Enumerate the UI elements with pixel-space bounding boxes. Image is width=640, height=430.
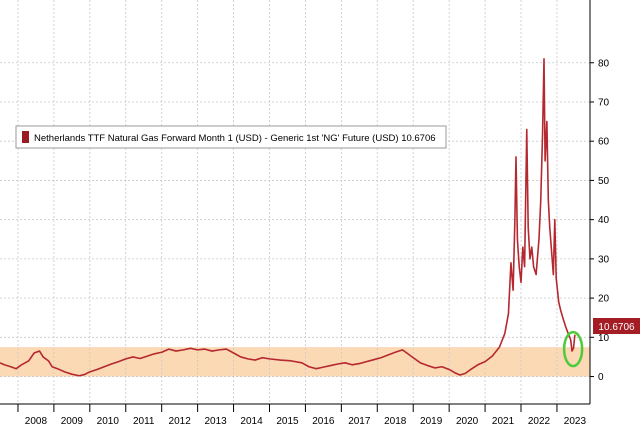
highlight-layer bbox=[562, 330, 584, 368]
y-tick-label: 20 bbox=[598, 294, 610, 305]
x-tick-label: 2019 bbox=[420, 416, 443, 427]
x-tick-label: 2016 bbox=[312, 416, 335, 427]
last-value-label-group: 10.6706 bbox=[593, 318, 640, 334]
x-tick-label: 2020 bbox=[456, 416, 479, 427]
y-tick-label: 70 bbox=[598, 97, 610, 108]
x-tick-label: 2021 bbox=[492, 416, 515, 427]
x-tick-label: 2011 bbox=[133, 416, 155, 427]
x-tick-label: 2008 bbox=[25, 416, 48, 427]
legend-box bbox=[15, 125, 447, 149]
x-tick-label: 2009 bbox=[61, 416, 84, 427]
y-tick-label: 0 bbox=[598, 372, 604, 383]
x-tick-label: 2010 bbox=[97, 416, 120, 427]
x-tick-label: 2022 bbox=[528, 416, 551, 427]
x-tick-label: 2017 bbox=[348, 416, 371, 427]
series-layer bbox=[0, 58, 576, 377]
x-tick-label: 2013 bbox=[204, 416, 227, 427]
y-tick-label: 40 bbox=[598, 215, 610, 226]
x-tick-label: 2023 bbox=[564, 416, 587, 427]
x-tick-label: 2012 bbox=[169, 416, 192, 427]
y-tick-label: 10 bbox=[598, 333, 610, 344]
legend-label: Netherlands TTF Natural Gas Forward Mont… bbox=[34, 133, 436, 144]
x-tick-label: 2014 bbox=[240, 416, 263, 427]
last-value-label-bg bbox=[593, 318, 640, 334]
x-tick-label: 2015 bbox=[276, 416, 299, 427]
legend-swatch bbox=[22, 131, 29, 143]
y-tick-label: 30 bbox=[598, 254, 610, 265]
grid-layer bbox=[0, 0, 590, 404]
axis-layer: 0 10 20 30 40 50 60 70 80 2008 2009 2010 2011 2012 201… bbox=[0, 0, 610, 427]
y-tick-label: 50 bbox=[598, 176, 610, 187]
legend: Netherlands TTF Natural Gas Forward Mont… bbox=[15, 125, 447, 149]
x-tick-label: 2018 bbox=[384, 416, 407, 427]
y-tick-label: 80 bbox=[598, 58, 610, 69]
last-value-label: 10.6706 bbox=[598, 322, 635, 333]
highlight-circle bbox=[562, 330, 584, 368]
series-line bbox=[0, 58, 576, 377]
y-tick-label: 60 bbox=[598, 137, 610, 148]
